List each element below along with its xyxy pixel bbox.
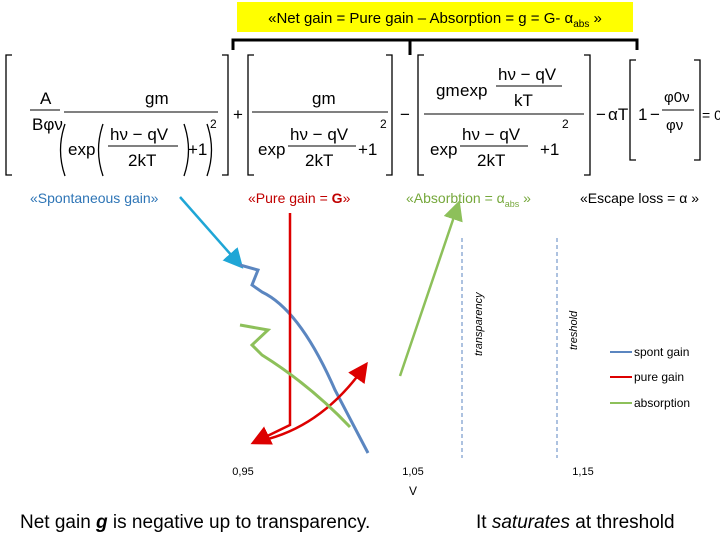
eq-text: 2 [210,117,217,131]
footer-left: Net gain g is negative up to transparenc… [20,512,370,533]
x-tick-label: 0,95 [232,466,253,478]
spont-gain-curve [239,263,370,454]
eq-text: hν − qV [462,125,521,144]
eq-text: exp [430,140,457,159]
marker-label: treshold [568,310,580,350]
eq-text: exp [68,140,95,159]
pure-gain-curve [254,361,368,444]
eq-text: hν − qV [290,125,349,144]
eq-text: 2 [380,117,387,131]
label-spontaneous: «Spontaneous gain» [30,190,159,206]
eq-text: 2kT [477,151,505,170]
eq-text: exp [460,81,487,100]
eq-text: + [233,105,243,124]
eq-text: gm [312,89,336,108]
legend-label: pure gain [634,370,684,384]
x-tick-label: 1,05 [402,466,423,478]
eq-text: − [650,105,660,124]
footer-right: It saturates at threshold [476,512,675,533]
eq-text: = 0 [702,107,720,123]
eq-text: αT [608,105,628,124]
eq-text: 2 [562,117,569,131]
eq-text: φ0ν [664,89,690,106]
eq-text: 1 [638,105,647,124]
arrow [179,196,244,269]
eq-text: 2kT [128,151,156,170]
label-escape: «Escape loss = α » [580,190,699,206]
brace [231,38,639,55]
eq-text: hν − qV [110,125,169,144]
eq-text: exp [258,140,285,159]
arrow [398,200,463,377]
eq-text: gm [145,89,169,108]
title: «Net gain = Pure gain – Absorption = g =… [268,10,602,30]
x-axis-label: V [409,484,417,498]
marker-label: transparency [473,291,485,356]
eq-text: − [400,105,410,124]
eq-text: +1 [540,140,559,159]
eq-text: φν [666,117,683,134]
eq-text: Bφν [32,115,63,134]
eq-text: gm [436,81,460,100]
eq-text: +1 [188,140,207,159]
legend-label: spont gain [634,345,689,359]
equation: A Bφν gm exp hν − qV 2kT +1 2 + gm exp h… [5,54,720,177]
eq-text: kT [514,91,533,110]
label-absorption: «Absorbtion = αabs » [406,190,531,209]
eq-text: − [596,105,606,124]
absorption-curve [239,323,352,429]
x-tick-label: 1,15 [572,466,593,478]
pure-gain-line [250,213,292,445]
label-pure: «Pure gain = G» [248,190,351,206]
eq-text: 2kT [305,151,333,170]
legend-label: absorption [634,396,690,410]
eq-text: A [40,89,52,108]
eq-text: +1 [358,140,377,159]
eq-text: hν − qV [498,65,557,84]
title-box [237,2,633,32]
